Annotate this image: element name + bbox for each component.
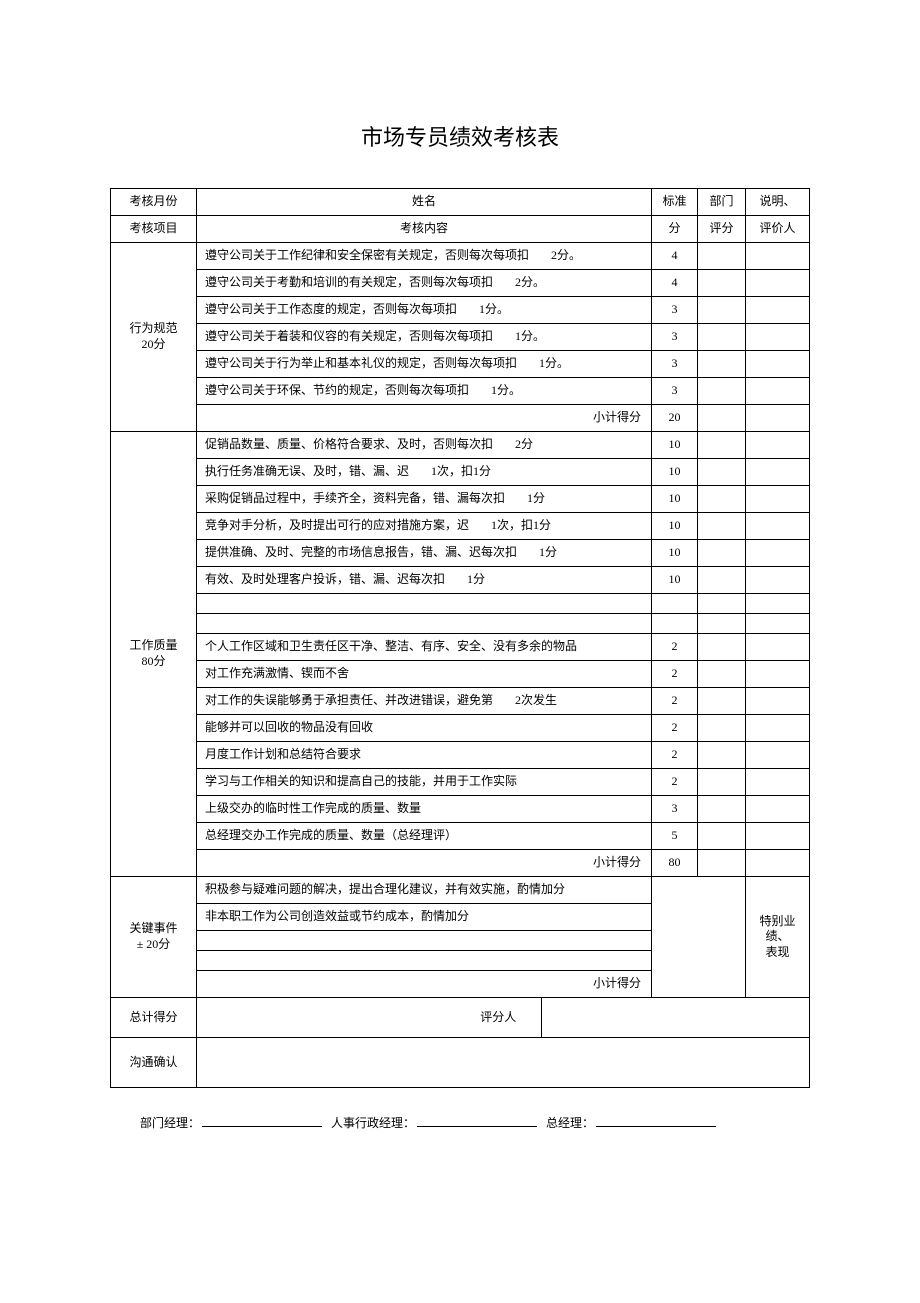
table-row: 总经理交办工作完成的质量、数量（总经理评）	[197, 823, 652, 850]
score-cell: 10	[652, 486, 698, 513]
score-cell: 2	[652, 634, 698, 661]
subtotal-score: 80	[652, 850, 698, 877]
confirm-label: 沟通确认	[111, 1038, 197, 1088]
assessment-table: 考核月份 姓名 标准 部门 说明、 考核项目 考核内容 分 评分 评价人 行为规…	[110, 188, 810, 1088]
score-cell: 10	[652, 459, 698, 486]
subtotal-label: 小计得分	[197, 850, 652, 877]
header-dept-top: 部门	[698, 189, 746, 216]
table-row: 促销品数量、质量、价格符合要求、及时，否则每次扣2分	[197, 432, 652, 459]
table-row: 遵守公司关于工作纪律和安全保密有关规定，否则每次每项扣2分。	[197, 243, 652, 270]
table-row: 采购促销品过程中，手续齐全，资料完备，错、漏每次扣1分	[197, 486, 652, 513]
header-name: 姓名	[197, 189, 652, 216]
table-row: 遵守公司关于着装和仪容的有关规定，否则每次每项扣1分。	[197, 324, 652, 351]
score-cell: 2	[652, 715, 698, 742]
score-cell: 10	[652, 513, 698, 540]
total-value	[197, 998, 456, 1038]
table-row: 遵守公司关于环保、节约的规定，否则每次每项扣1分。	[197, 378, 652, 405]
header-expl-top: 说明、	[746, 189, 810, 216]
empty-row	[197, 951, 652, 971]
cat-text: ± 20分	[137, 937, 171, 951]
score-cell: 2	[652, 661, 698, 688]
signature-line: 部门经理： 人事行政经理： 总经理：	[110, 1114, 810, 1131]
header-std-top: 标准	[652, 189, 698, 216]
cat-text: 行为规范	[129, 321, 177, 335]
table-row: 个人工作区域和卫生责任区干净、整洁、有序、安全、没有多余的物品	[197, 634, 652, 661]
subtotal-score: 20	[652, 405, 698, 432]
table-row: 遵守公司关于工作态度的规定，否则每次每项扣1分。	[197, 297, 652, 324]
score-cell: 2	[652, 688, 698, 715]
score-cell: 3	[652, 324, 698, 351]
table-row: 月度工作计划和总结符合要求	[197, 742, 652, 769]
table-row: 对工作的失误能够勇于承担责任、并改进错误，避免第2次发生	[197, 688, 652, 715]
sig-hr-mgr: 人事行政经理：	[331, 1116, 415, 1130]
header-content: 考核内容	[197, 216, 652, 243]
scorer-value	[541, 998, 809, 1038]
cat-text: 80分	[141, 654, 165, 668]
behavior-category: 行为规范 20分	[111, 243, 197, 432]
score-cell: 4	[652, 270, 698, 297]
confirm-value	[197, 1038, 810, 1088]
header-month: 考核月份	[111, 189, 197, 216]
total-label: 总计得分	[111, 998, 197, 1038]
table-row: 执行任务准确无误、及时，错、漏、迟1次，扣1分	[197, 459, 652, 486]
table-row: 上级交办的临时性工作完成的质量、数量	[197, 796, 652, 823]
score-cell: 2	[652, 769, 698, 796]
empty-row	[197, 614, 652, 634]
score-cell: 3	[652, 297, 698, 324]
remark-cell	[746, 243, 810, 270]
table-row: 提供准确、及时、完整的市场信息报告，错、漏、迟每次扣1分	[197, 540, 652, 567]
subtotal-label: 小计得分	[197, 405, 652, 432]
header-std-bot: 分	[652, 216, 698, 243]
key-event-category: 关键事件 ± 20分	[111, 877, 197, 998]
empty-row	[197, 594, 652, 614]
table-row: 有效、及时处理客户投诉，错、漏、迟每次扣1分	[197, 567, 652, 594]
table-row: 遵守公司关于考勤和培训的有关规定，否则每次每项扣2分。	[197, 270, 652, 297]
table-row: 学习与工作相关的知识和提高自己的技能，并用于工作实际	[197, 769, 652, 796]
score-cell: 10	[652, 567, 698, 594]
cat-text: 工作质量	[129, 638, 177, 652]
cat-text: 20分	[141, 337, 165, 351]
score-cell: 5	[652, 823, 698, 850]
key-mid-cell	[652, 877, 746, 998]
table-row: 非本职工作为公司创造效益或节约成本，酌情加分	[197, 904, 652, 931]
score-cell: 3	[652, 351, 698, 378]
dept-score-cell	[698, 243, 746, 270]
header-expl-bot: 评价人	[746, 216, 810, 243]
table-row: 对工作充满激情、锲而不舍	[197, 661, 652, 688]
score-cell: 4	[652, 243, 698, 270]
score-cell: 2	[652, 742, 698, 769]
table-row: 积极参与疑难问题的解决，提出合理化建议，并有效实施，酌情加分	[197, 877, 652, 904]
page-title: 市场专员绩效考核表	[110, 120, 810, 152]
sig-dept-mgr: 部门经理：	[140, 1116, 200, 1130]
score-cell: 3	[652, 796, 698, 823]
special-cell: 特别业绩、 表现	[746, 877, 810, 998]
score-cell: 10	[652, 540, 698, 567]
sig-gm: 总经理：	[546, 1116, 594, 1130]
quality-category: 工作质量 80分	[111, 432, 197, 877]
header-dept-bot: 评分	[698, 216, 746, 243]
table-row: 遵守公司关于行为举止和基本礼仪的规定，否则每次每项扣1分。	[197, 351, 652, 378]
table-row: 能够并可以回收的物品没有回收	[197, 715, 652, 742]
cat-text: 关键事件	[129, 921, 177, 935]
score-cell: 3	[652, 378, 698, 405]
subtotal-label: 小计得分	[197, 971, 652, 998]
table-row: 竞争对手分析，及时提出可行的应对措施方案，迟1次，扣1分	[197, 513, 652, 540]
header-item: 考核项目	[111, 216, 197, 243]
scorer-label: 评分人	[455, 998, 541, 1038]
score-cell: 10	[652, 432, 698, 459]
empty-row	[197, 931, 652, 951]
